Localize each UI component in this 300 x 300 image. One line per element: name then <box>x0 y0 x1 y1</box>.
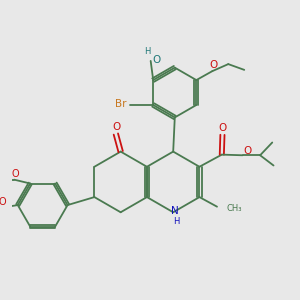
Text: O: O <box>112 122 120 132</box>
Text: O: O <box>11 169 19 179</box>
Text: CH₃: CH₃ <box>226 204 242 213</box>
Text: O: O <box>209 60 218 70</box>
Text: H: H <box>173 217 180 226</box>
Text: N: N <box>171 206 179 216</box>
Text: O: O <box>0 197 7 207</box>
Text: O: O <box>152 55 160 65</box>
Text: O: O <box>243 146 251 156</box>
Text: H: H <box>144 47 151 56</box>
Text: Br: Br <box>115 99 126 109</box>
Text: O: O <box>219 123 227 133</box>
